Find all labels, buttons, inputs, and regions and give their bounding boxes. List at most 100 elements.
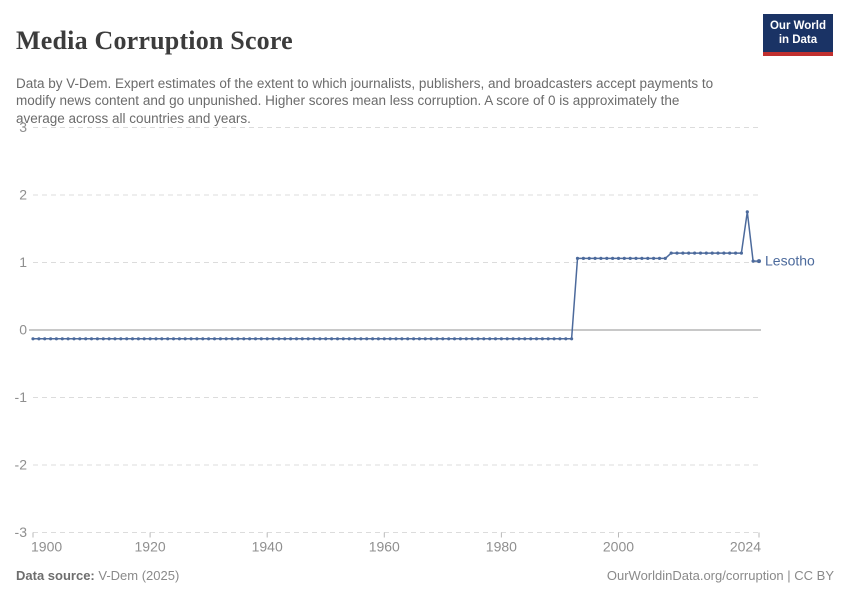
data-point-marker[interactable] [429,337,433,341]
data-point-marker[interactable] [306,337,310,341]
data-point-marker[interactable] [728,251,732,255]
data-point-marker[interactable] [529,337,533,341]
data-point-marker[interactable] [546,337,550,341]
data-point-marker[interactable] [646,256,650,260]
data-point-marker[interactable] [31,337,35,341]
data-point-marker[interactable] [628,256,632,260]
data-point-marker[interactable] [447,337,451,341]
data-point-marker[interactable] [540,337,545,341]
data-point-marker[interactable] [663,256,667,260]
data-point-marker[interactable] [488,337,492,341]
data-point-marker[interactable] [78,337,82,341]
data-point-marker[interactable] [412,337,416,341]
data-point-marker[interactable] [289,337,293,341]
data-point-marker[interactable] [505,337,509,341]
data-point-marker[interactable] [376,337,380,341]
data-point-marker[interactable] [201,337,205,341]
data-point-marker[interactable] [622,256,626,260]
data-point-marker[interactable] [37,337,41,341]
data-point-marker[interactable] [324,337,328,341]
data-point-marker[interactable] [652,256,656,260]
data-point-marker[interactable] [312,337,316,341]
data-point-marker[interactable] [107,337,111,341]
data-point-marker[interactable] [365,337,369,341]
data-point-marker[interactable] [751,259,755,263]
data-point-marker[interactable] [599,256,603,260]
data-point-marker[interactable] [84,337,88,341]
data-point-marker[interactable] [248,337,252,341]
data-point-marker[interactable] [224,337,228,341]
data-point-marker[interactable] [400,337,404,341]
data-point-marker[interactable] [710,251,714,255]
data-point-marker[interactable] [675,251,679,255]
data-point-marker[interactable] [523,337,527,341]
data-point-marker[interactable] [406,337,410,341]
data-point-marker[interactable] [283,337,287,341]
owid-url-license[interactable]: OurWorldinData.org/corruption | CC BY [606,568,834,583]
data-point-marker[interactable] [318,337,322,341]
data-point-marker[interactable] [593,256,597,260]
data-point-marker[interactable] [745,210,749,214]
data-point-marker[interactable] [43,337,47,341]
data-point-marker[interactable] [605,256,609,260]
data-point-marker[interactable] [54,337,59,341]
data-point-marker[interactable] [66,337,70,341]
data-point-marker[interactable] [148,337,152,341]
data-point-marker[interactable] [195,337,199,341]
data-point-marker[interactable] [382,337,386,341]
data-point-marker[interactable] [259,337,263,341]
data-point-marker[interactable] [634,256,638,260]
data-point-marker[interactable] [476,337,480,341]
data-point-marker[interactable] [517,337,521,341]
data-point-marker[interactable] [417,337,421,341]
data-point-marker[interactable] [464,337,468,341]
data-point-marker[interactable] [458,337,462,341]
data-point-marker[interactable] [335,337,340,341]
data-point-marker[interactable] [218,337,222,341]
data-point-marker[interactable] [575,256,580,260]
data-point-marker[interactable] [183,337,187,341]
data-point-marker[interactable] [693,251,697,255]
data-point-marker[interactable] [113,337,117,341]
data-point-marker[interactable] [657,256,662,260]
data-point-marker[interactable] [739,251,744,255]
data-point-marker[interactable] [581,256,586,260]
data-point-marker[interactable] [119,337,123,341]
data-point-marker[interactable] [101,337,105,341]
data-point-marker[interactable] [154,337,158,341]
data-point-marker[interactable] [669,251,673,255]
data-point-marker[interactable] [330,337,334,341]
data-point-marker[interactable] [681,251,685,255]
data-point-marker[interactable] [271,337,275,341]
data-point-marker[interactable] [171,337,176,341]
data-point-marker[interactable] [687,251,691,255]
data-point-marker[interactable] [72,337,76,341]
data-point-marker[interactable] [511,337,515,341]
data-point-marker[interactable] [611,256,615,260]
data-point-marker[interactable] [587,256,591,260]
data-point-marker[interactable] [716,251,720,255]
data-point-marker[interactable] [564,337,568,341]
data-point-marker[interactable] [265,337,269,341]
data-point-marker[interactable] [552,337,556,341]
data-point-marker[interactable] [394,337,398,341]
data-point-marker[interactable] [452,337,457,341]
data-point-marker[interactable] [359,337,363,341]
data-point-marker[interactable] [371,337,375,341]
data-point-marker[interactable] [189,337,193,341]
data-point-marker[interactable] [722,251,726,255]
data-point-marker[interactable] [353,337,357,341]
data-point-marker[interactable] [423,337,427,341]
data-point-marker[interactable] [757,259,761,264]
owid-logo[interactable]: Our World in Data [762,14,833,56]
data-point-marker[interactable] [734,251,738,255]
data-point-marker[interactable] [482,337,486,341]
data-point-marker[interactable] [177,337,181,341]
data-point-marker[interactable] [207,337,211,341]
data-point-marker[interactable] [534,337,539,341]
data-point-marker[interactable] [294,337,299,341]
data-point-marker[interactable] [435,337,439,341]
data-point-marker[interactable] [160,337,164,341]
data-point-marker[interactable] [341,337,345,341]
data-point-marker[interactable] [136,337,140,341]
